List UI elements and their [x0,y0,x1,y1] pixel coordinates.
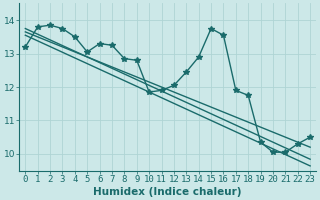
X-axis label: Humidex (Indice chaleur): Humidex (Indice chaleur) [93,187,242,197]
